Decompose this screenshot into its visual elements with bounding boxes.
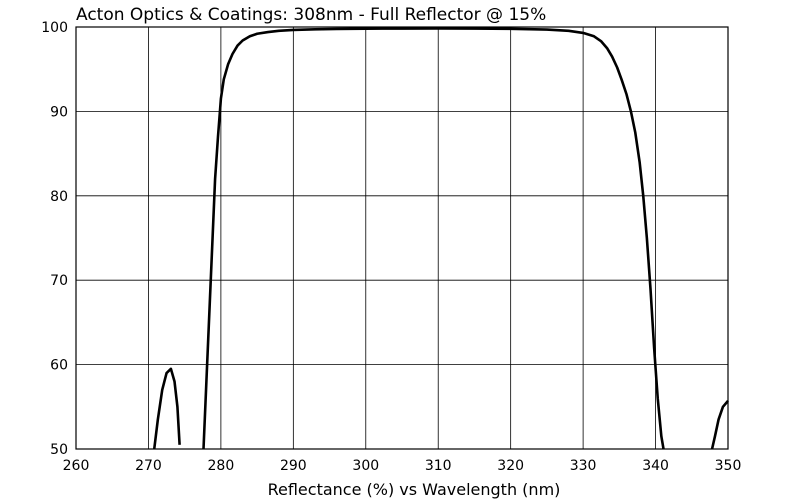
- y-tick-label-80: 80: [50, 189, 68, 205]
- plot-frame: [75, 26, 729, 450]
- reflectance-curve-segment-1: [152, 367, 181, 450]
- curve-layer: [152, 27, 729, 450]
- x-tick-label-260: 260: [63, 458, 90, 474]
- tick-layer: 260 270 280 290 300 310 320 330 340 350 50 60 70 80 90…: [41, 20, 741, 474]
- x-tick-label-350: 350: [715, 458, 742, 474]
- x-tick-label-320: 320: [497, 458, 524, 474]
- x-tick-label-300: 300: [352, 458, 379, 474]
- x-tick-label-310: 310: [425, 458, 452, 474]
- x-axis-label: Reflectance (%) vs Wavelength (nm): [268, 480, 561, 499]
- chart-title: Acton Optics & Coatings: 308nm - Full Re…: [76, 5, 546, 25]
- grid-layer: [76, 27, 728, 449]
- y-tick-label-70: 70: [50, 273, 68, 289]
- reflectance-curve-segment-2: [202, 27, 665, 450]
- x-tick-label-270: 270: [135, 458, 162, 474]
- y-tick-label-90: 90: [50, 104, 68, 120]
- x-tick-label-330: 330: [570, 458, 597, 474]
- x-tick-label-280: 280: [208, 458, 235, 474]
- y-tick-label-60: 60: [50, 358, 68, 374]
- x-tick-label-290: 290: [280, 458, 307, 474]
- x-tick-label-340: 340: [642, 458, 669, 474]
- reflectance-curve-segment-3: [710, 400, 729, 450]
- y-tick-label-50: 50: [50, 442, 68, 458]
- y-tick-label-100: 100: [41, 20, 68, 36]
